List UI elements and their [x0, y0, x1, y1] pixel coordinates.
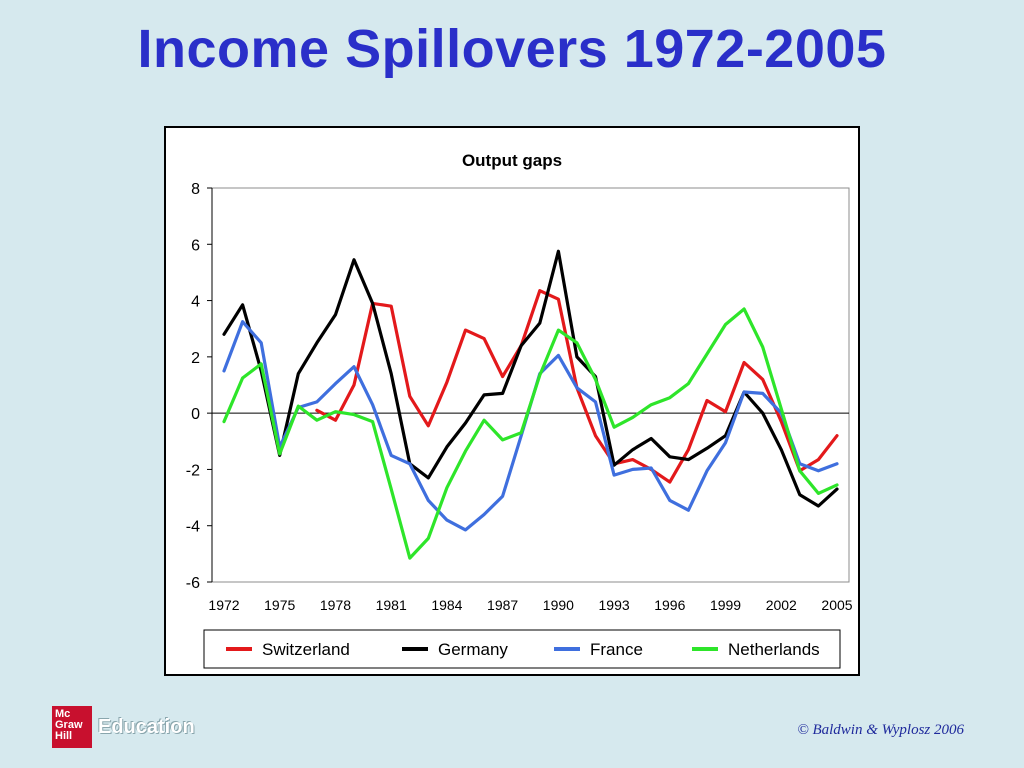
legend-label: Switzerland [262, 640, 350, 659]
legend [203, 629, 841, 669]
chart-title: Output gaps [462, 151, 562, 170]
y-tick-label: 4 [191, 294, 200, 311]
plot-area [211, 187, 850, 583]
y-tick-label: -4 [186, 519, 200, 536]
series-line-netherlands [222, 307, 839, 560]
x-tick-label: 1984 [431, 597, 462, 613]
y-tick-label: 2 [191, 350, 200, 367]
x-tick-label: 1993 [599, 597, 630, 613]
series-line-germany [222, 249, 839, 508]
logo-line: Hill [55, 730, 73, 742]
slide-title: Income Spillovers 1972-2005 [137, 19, 887, 79]
legend-label: Netherlands [728, 640, 820, 659]
legend-label: Germany [438, 640, 508, 659]
x-tick-label: 2005 [821, 597, 852, 613]
legend-label: France [590, 640, 643, 659]
x-tick-label: 2002 [766, 597, 797, 613]
x-tick-label: 1972 [208, 597, 239, 613]
y-tick-label: -2 [186, 462, 200, 479]
mcgraw-hill-logo: Mc Graw Hill Education [52, 706, 195, 748]
logo-badge: Mc Graw Hill [52, 706, 92, 748]
x-tick-label: 1987 [487, 597, 518, 613]
x-tick-label: 1975 [264, 597, 295, 613]
y-tick-label: 6 [191, 237, 200, 254]
logo-line: Mc [55, 708, 71, 720]
x-tick-label: 1996 [654, 597, 685, 613]
y-tick-label: 0 [191, 406, 200, 423]
x-tick-label: 1978 [320, 597, 351, 613]
x-tick-label: 1999 [710, 597, 741, 613]
line-chart: Output gaps -6 -4 -2 0 2 4 6 8 1972 1975 1978 1981 19… [186, 151, 853, 669]
x-tick-label: 1990 [543, 597, 574, 613]
copyright-notice: © Baldwin & Wyplosz 2006 [797, 722, 964, 738]
y-tick-label: 8 [191, 181, 200, 198]
y-tick-label: -6 [186, 575, 200, 592]
chart-frame: Output gaps -6 -4 -2 0 2 4 6 8 1972 1975 1978 1981 19… [164, 126, 860, 676]
x-tick-label: 1981 [376, 597, 407, 613]
logo-text: Education [98, 715, 195, 738]
series-line-france [222, 320, 839, 532]
logo-line: Graw [55, 719, 83, 731]
